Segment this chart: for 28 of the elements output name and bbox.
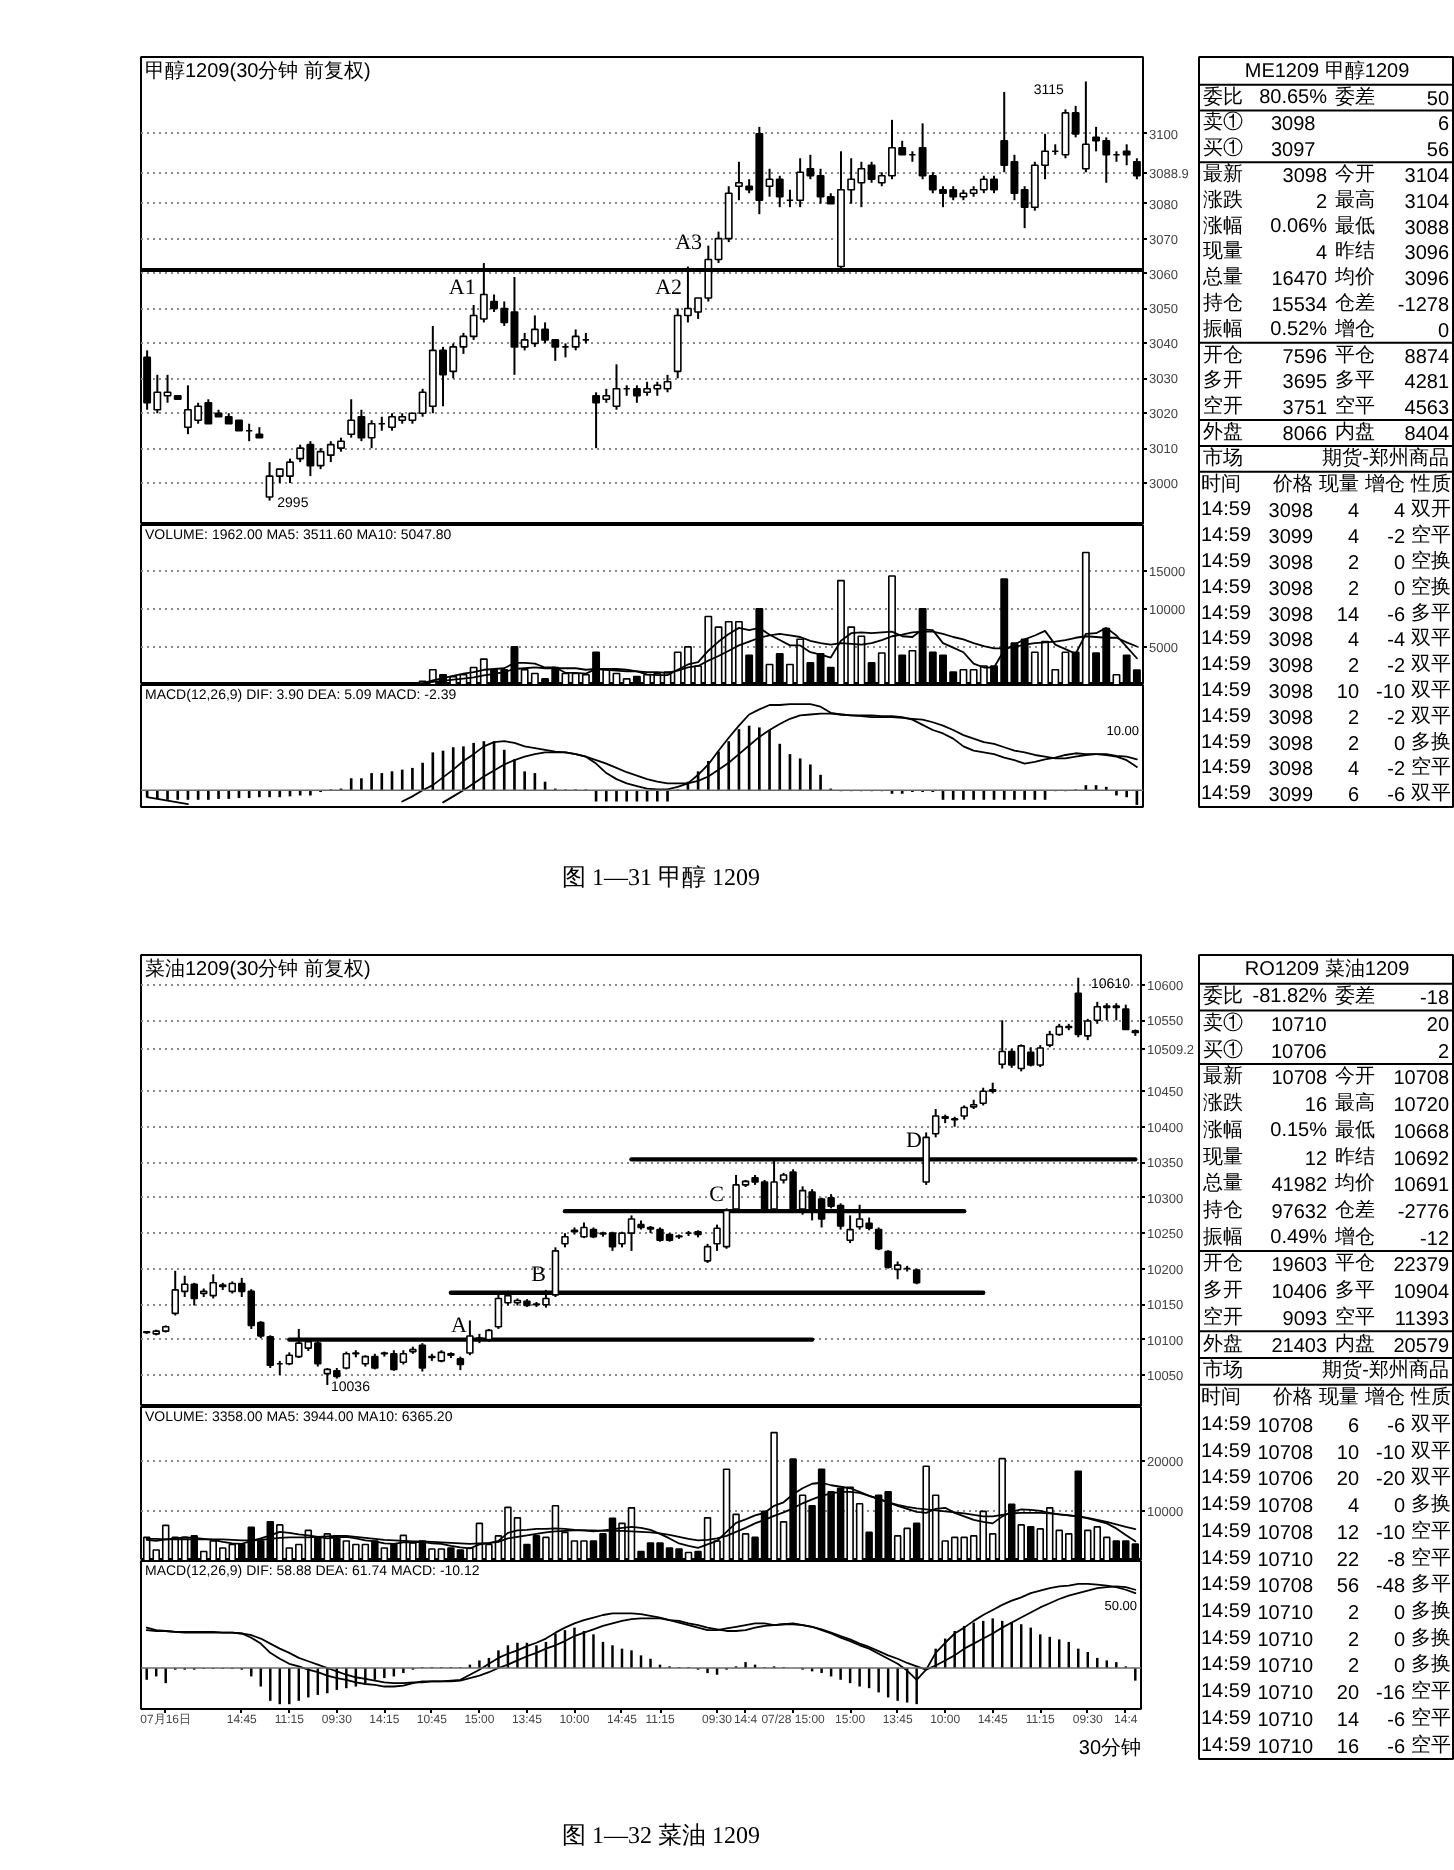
- text: 委比 -81.82% 委差 -18: [1203, 986, 1449, 1011]
- annotation: B: [531, 1263, 547, 1288]
- text: 最新 3098 今开 3104 涨跌 2 最高 3104 涨幅 0.06% 最低 3088 现量 4 昨结 3096 总量 16470 均价 3096 持仓 15534 仓差 -1278 振幅 0.52% 增仓 0: [1203, 164, 1450, 343]
- text: 卖① 3098 6 买① 3097 56: [1203, 112, 1449, 163]
- annotation: A1: [448, 276, 476, 301]
- text: 市场 期货-郑州商品: [1203, 1360, 1450, 1383]
- text: 开仓 19603 平仓 22379 多开 10406 多平 10904 空开 9093 空平 11393: [1203, 1253, 1450, 1331]
- x-axis-title: 30分钟: [1078, 1736, 1141, 1760]
- annotation: C: [709, 1183, 725, 1208]
- annotation: A2: [655, 276, 683, 301]
- text: 时间 价格 现量 增仓 性质 14:59 3098 4 4 双开 14:59 3099 4 -2 空平 14:59 3098 2 0 空换 14:59 3098 2 0 空换 14:59 3098 14 -6 多平 14:59 3098 4 -4 双平 14:59 3098 2 -2 双平 14:59 3098 10 -10 双平 14:59 3098 2 -2 双平 14:59 3098 2 0 多换 14:59 3098 4 -2 空平 14:59 3099 6 -6 双平: [1201, 473, 1451, 808]
- text: 外盘 8066 内盘 8404: [1203, 422, 1450, 446]
- chart-title: 甲醇1209(30分钟 前复权): [145, 59, 371, 83]
- text: 卖① 10710 20 买① 10706 2: [1203, 1012, 1449, 1064]
- text: 市场 期货-郑州商品: [1203, 447, 1450, 470]
- text: 外盘 21403 内盘 20579: [1203, 1333, 1450, 1358]
- text: 委比 80.65% 委差 50: [1203, 86, 1449, 111]
- text: ME1209 甲醇1209: [1244, 58, 1411, 83]
- annotation: D: [906, 1128, 923, 1153]
- caption: 图 1—31 甲醇 1209: [562, 863, 760, 891]
- annotation: A3: [675, 230, 704, 255]
- text: 时间 价格 现量 增仓 性质 14:59 10708 6 -6 双平 14:59 10708 10 -10 双平 14:59 10706 20 -20 双平 14:59 10708 4 0 多换 14:59 10708 12 -10 空平 14:59 10710 22 -8 空平 14:59 10708 56 -48 多平 14:59 10710 2 0 多换 14:59 10710 2 0 多换 14:59 10710 2 0 多换 14:59 10710 20 -16 空平 14:59 10710 14 -6 空平 14:59 10710 16 -6 空平: [1201, 1387, 1451, 1759]
- caption: 图 1—32 菜油 1209: [562, 1821, 760, 1849]
- text: 开仓 7596 平仓 8874 多开 3695 多平 4281 空开 3751 空平 4563: [1203, 344, 1450, 421]
- text: RO1209 菜油1209: [1244, 957, 1411, 982]
- text: 最新 10708 今开 10708 涨跌 16 最高 10720 涨幅 0.15% 最低 10668 现量 12 昨结 10692 总量 41982 均价 10691 持仓 97632 仓差 -2776 振幅 0.49% 增仓 -12: [1203, 1066, 1450, 1251]
- annotation: A: [451, 1313, 468, 1338]
- chart-title: 菜油1209(30分钟 前复权): [145, 957, 371, 981]
